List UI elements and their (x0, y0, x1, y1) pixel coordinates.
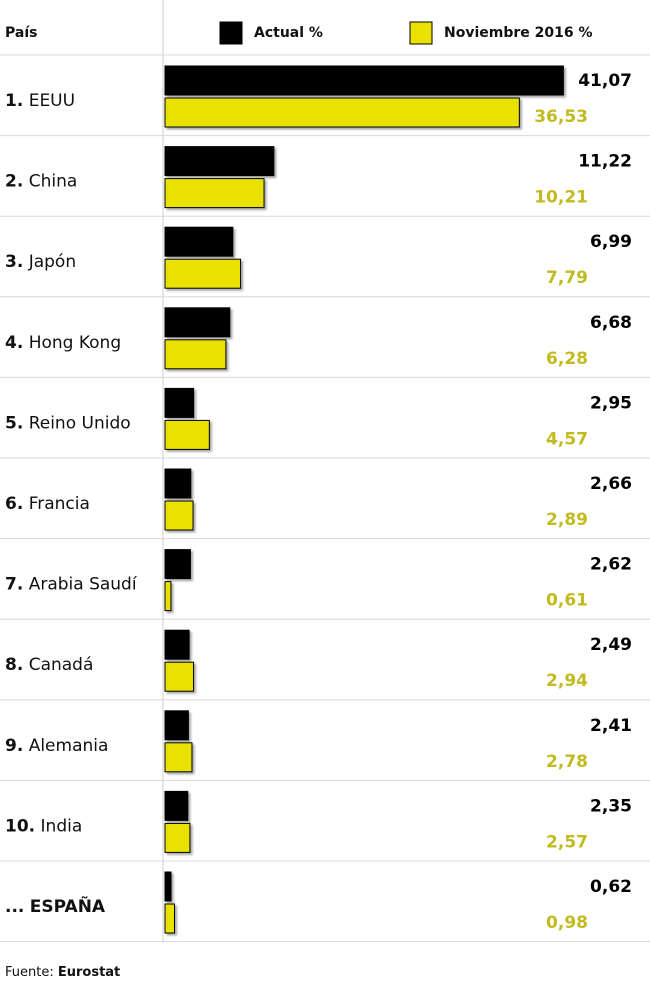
value-label: 0,61 (546, 591, 588, 611)
bar (164, 419, 210, 450)
rank: 6. (5, 494, 23, 514)
rank: 10. (5, 816, 35, 836)
bar (164, 226, 234, 257)
bar (164, 629, 190, 660)
bar (164, 903, 176, 934)
bar (164, 307, 231, 338)
value-label: 6,99 (590, 232, 632, 252)
category-label: 4. Hong Kong (5, 333, 121, 353)
value-label: 6,28 (546, 349, 588, 369)
source-label: Fuente: (5, 965, 54, 980)
value-label: 2,35 (590, 796, 632, 816)
bar (164, 822, 191, 853)
rank: 3. (5, 252, 23, 272)
category-name: India (41, 816, 83, 836)
bar (164, 65, 564, 96)
bar (164, 710, 189, 741)
rank: 8. (5, 655, 23, 675)
bar (164, 146, 275, 177)
category-label: 3. Japón (5, 252, 76, 272)
bar (164, 871, 172, 902)
category-label: 7. Arabia Saudí (5, 575, 138, 595)
value-label: 7,79 (546, 268, 588, 288)
category-name: Alemania (29, 736, 109, 756)
rank: ... (5, 897, 24, 917)
rank: 5. (5, 413, 23, 433)
bar (164, 742, 193, 773)
value-label: 10,21 (534, 188, 588, 208)
value-label: 2,78 (546, 752, 588, 772)
bar (164, 339, 227, 370)
rank: 7. (5, 575, 23, 595)
value-label: 2,57 (546, 832, 588, 852)
category-label: 2. China (5, 172, 77, 192)
category-name: Francia (29, 494, 90, 514)
rank: 2. (5, 172, 23, 192)
rank: 4. (5, 333, 23, 353)
category-label: 6. Francia (5, 494, 90, 514)
bar (164, 258, 242, 289)
value-label: 11,22 (578, 152, 632, 172)
category-name: Arabia Saudí (29, 575, 138, 595)
value-label: 2,95 (590, 393, 632, 413)
category-name: Reino Unido (29, 413, 131, 433)
rank: 9. (5, 736, 23, 756)
bar (164, 387, 195, 418)
value-label: 2,49 (590, 635, 632, 655)
category-label: 10. India (5, 816, 82, 836)
bar (164, 790, 189, 821)
category-name: China (29, 172, 78, 192)
category-label: 8. Canadá (5, 655, 93, 675)
legend-swatch (219, 21, 243, 45)
category-name: Canadá (29, 655, 94, 675)
category-label: 5. Reino Unido (5, 413, 131, 433)
legend-label: Noviembre 2016 % (444, 25, 593, 41)
bar (164, 661, 195, 692)
value-label: 4,57 (546, 429, 588, 449)
value-label: 41,07 (578, 71, 632, 91)
rank: 1. (5, 91, 23, 111)
category-header: País (5, 25, 37, 41)
source: Fuente: Eurostat (5, 965, 120, 980)
value-label: 2,94 (546, 671, 588, 691)
bar (164, 468, 192, 499)
bar (164, 97, 520, 128)
category-name: Hong Kong (29, 333, 121, 353)
value-label: 6,68 (590, 313, 632, 333)
value-label: 2,66 (590, 474, 632, 494)
bar (164, 178, 265, 209)
value-label: 2,62 (590, 555, 632, 575)
value-label: 2,41 (590, 716, 632, 736)
bar (164, 581, 172, 612)
bar (164, 500, 194, 531)
legend-label: Actual % (254, 25, 323, 41)
value-label: 2,89 (546, 510, 588, 530)
value-label: 0,62 (590, 877, 632, 897)
category-name: ESPAÑA (30, 894, 106, 917)
value-label: 0,98 (546, 913, 588, 933)
category-label: 1. EEUU (5, 91, 75, 111)
bar (164, 549, 191, 580)
source-name: Eurostat (58, 965, 120, 980)
category-name: EEUU (29, 91, 75, 111)
category-label: 9. Alemania (5, 736, 108, 756)
legend-swatch (409, 21, 433, 45)
value-label: 36,53 (534, 107, 588, 127)
category-name: Japón (28, 252, 76, 272)
category-label: ... ESPAÑA (5, 894, 106, 917)
